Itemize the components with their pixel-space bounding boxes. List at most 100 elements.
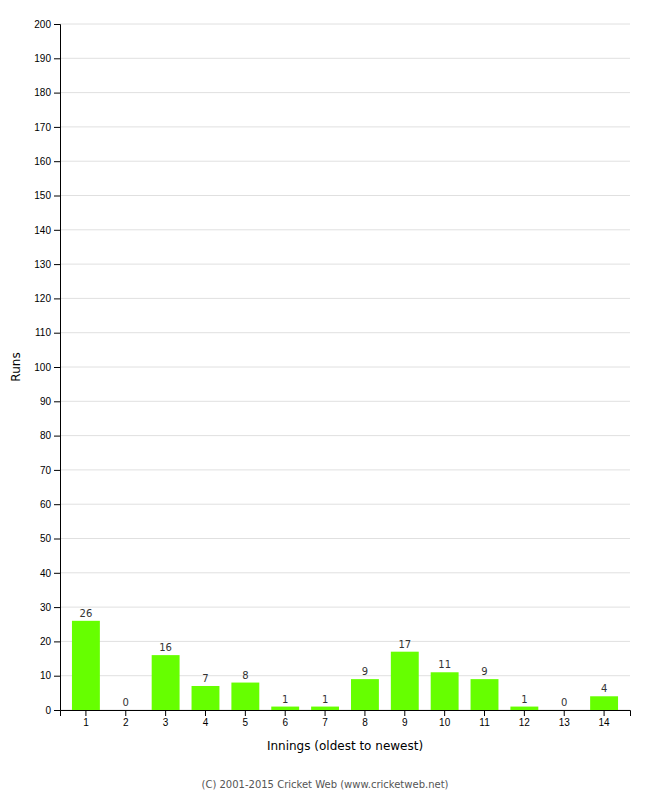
grid-line	[60, 264, 630, 265]
tick-mark	[285, 710, 286, 716]
grid-line	[60, 332, 630, 333]
tick-mark	[364, 710, 365, 716]
tick-label: 120	[34, 293, 51, 304]
tick-label: 150	[34, 190, 51, 201]
grid-line	[60, 92, 630, 93]
tick: 90	[40, 396, 60, 407]
tick-mark	[54, 24, 60, 25]
data-label: 16	[159, 642, 172, 653]
grid-line	[60, 58, 630, 59]
tick: 10	[40, 670, 60, 681]
bar	[311, 707, 339, 710]
bar	[510, 707, 538, 710]
data-labels: 260167811917119104	[80, 608, 608, 708]
tick-label: 10	[40, 670, 52, 681]
tick-label: 50	[40, 533, 52, 544]
tick-mark	[165, 710, 166, 716]
data-label: 0	[561, 697, 567, 708]
grid-line	[60, 126, 630, 127]
grid-line	[60, 504, 630, 505]
tick: 5	[243, 710, 249, 728]
data-label: 9	[362, 666, 368, 677]
tick-mark	[54, 161, 60, 162]
bar	[152, 655, 180, 710]
tick: 180	[34, 87, 60, 98]
data-label: 1	[282, 694, 288, 705]
grid-line	[60, 469, 630, 470]
tick-label: 20	[40, 636, 52, 647]
grid-line	[60, 367, 630, 368]
tick-mark	[245, 710, 246, 716]
y-axis: 0102030405060708090100110120130140150160…	[34, 19, 60, 716]
tick: 6	[282, 710, 288, 728]
tick-mark	[444, 710, 445, 716]
tick: 100	[34, 362, 60, 373]
grid-line	[60, 298, 630, 299]
tick: 9	[402, 710, 408, 728]
tick-mark	[524, 710, 525, 716]
tick-label: 180	[34, 87, 51, 98]
tick-label: 8	[362, 717, 368, 728]
data-label: 1	[521, 694, 527, 705]
tick-mark	[604, 710, 605, 716]
data-label: 8	[242, 670, 248, 681]
tick-label: 4	[203, 717, 209, 728]
tick-label: 90	[40, 396, 52, 407]
bar	[471, 679, 499, 710]
data-label: 1	[322, 694, 328, 705]
tick-mark	[54, 676, 60, 677]
tick-label: 40	[40, 568, 52, 579]
bar	[391, 652, 419, 710]
tick: 60	[40, 499, 60, 510]
tick-mark	[564, 710, 565, 716]
tick-mark	[54, 401, 60, 402]
data-label: 17	[398, 639, 411, 650]
tick-mark	[54, 436, 60, 437]
tick-label: 6	[282, 717, 288, 728]
tick: 150	[34, 190, 60, 201]
data-label: 0	[123, 697, 129, 708]
tick: 13	[559, 710, 571, 728]
grid	[60, 24, 630, 710]
tick-mark	[205, 710, 206, 716]
tick: 3	[163, 710, 169, 728]
tick-label: 60	[40, 499, 52, 510]
tick: 50	[40, 533, 60, 544]
tick-label: 1	[83, 717, 89, 728]
tick: 140	[34, 225, 60, 236]
tick-label: 130	[34, 259, 51, 270]
tick: 40	[40, 568, 60, 579]
tick: 20	[40, 636, 60, 647]
tick: 130	[34, 259, 60, 270]
tick-label: 140	[34, 225, 51, 236]
data-label: 9	[481, 666, 487, 677]
tick: 1	[83, 710, 89, 728]
plot: 2601678119171191041234567891011121314010…	[34, 19, 630, 728]
tick: 120	[34, 293, 60, 304]
x-axis: 1234567891011121314	[61, 710, 631, 728]
tick: 11	[479, 710, 490, 728]
tick-mark	[325, 710, 326, 716]
bar	[550, 710, 578, 711]
y-axis-title: Runs	[9, 352, 23, 381]
tick: 0	[45, 705, 60, 716]
tick-label: 10	[439, 717, 451, 728]
tick-mark	[85, 710, 86, 716]
tick-mark	[54, 298, 60, 299]
tick-mark	[54, 230, 60, 231]
bar	[72, 621, 100, 710]
tick-label: 170	[34, 122, 51, 133]
grid-line	[60, 641, 630, 642]
tick-label: 30	[40, 602, 52, 613]
tick-label: 5	[243, 717, 249, 728]
tick: 7	[322, 710, 328, 728]
tick: 70	[40, 465, 60, 476]
tick-mark	[54, 127, 60, 128]
tick-label: 80	[40, 430, 52, 441]
tick-label: 100	[34, 362, 51, 373]
grid-line	[60, 572, 630, 573]
tick-label: 2	[123, 717, 129, 728]
tick-label: 11	[479, 717, 490, 728]
tick-mark	[54, 539, 60, 540]
bars	[72, 621, 618, 710]
